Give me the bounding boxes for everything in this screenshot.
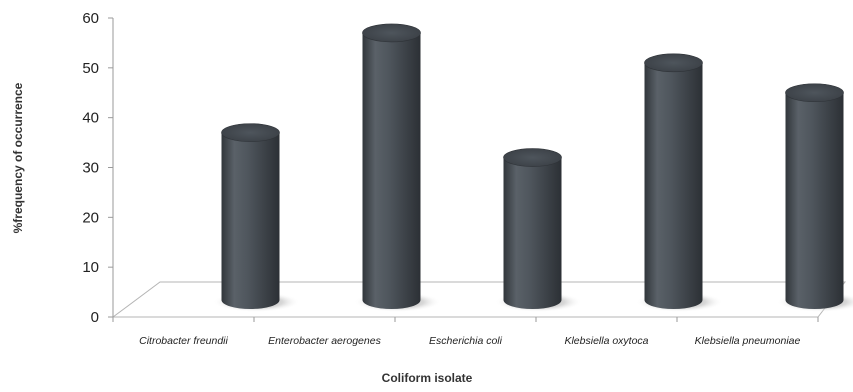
y-tick-label: 10 xyxy=(82,259,99,276)
x-tick-label: Citrobacter freundii xyxy=(139,335,228,347)
y-tick-label: 0 xyxy=(91,309,99,326)
x-tick-label: Escherichia coli xyxy=(429,335,503,347)
bar-5 xyxy=(777,83,853,312)
bar-top xyxy=(785,83,844,103)
bar-top xyxy=(362,23,421,43)
bar-1 xyxy=(213,123,300,312)
y-tick-label: 50 xyxy=(82,60,99,77)
y-tick-label: 60 xyxy=(82,10,99,27)
x-tick-label: Klebsiella pneumoniae xyxy=(695,335,801,347)
bar-body xyxy=(503,157,562,309)
bar-body xyxy=(362,32,421,309)
y-tick-label: 30 xyxy=(82,160,99,177)
bar-body xyxy=(644,62,703,309)
y-tick-label: 40 xyxy=(82,110,99,127)
y-tick-label: 20 xyxy=(82,209,99,226)
bar-body xyxy=(221,132,280,309)
bar-3 xyxy=(495,148,582,312)
bar-top xyxy=(503,148,562,167)
bar-top xyxy=(221,123,280,142)
bar-4 xyxy=(636,53,723,312)
x-tick-label: Enterobacter aerogenes xyxy=(268,335,381,347)
y-axis-title: %frequency of occurrence xyxy=(11,82,25,233)
bar-2 xyxy=(354,23,441,312)
x-tick-label: Klebsiella oxytoca xyxy=(564,335,648,347)
bar-top xyxy=(644,53,703,73)
bar-body xyxy=(785,92,844,309)
plot-area: 0 10 20 30 40 50 60 Citrobacter freundii Enterob… xyxy=(82,10,853,347)
x-axis-title: Coliform isolate xyxy=(382,371,473,385)
